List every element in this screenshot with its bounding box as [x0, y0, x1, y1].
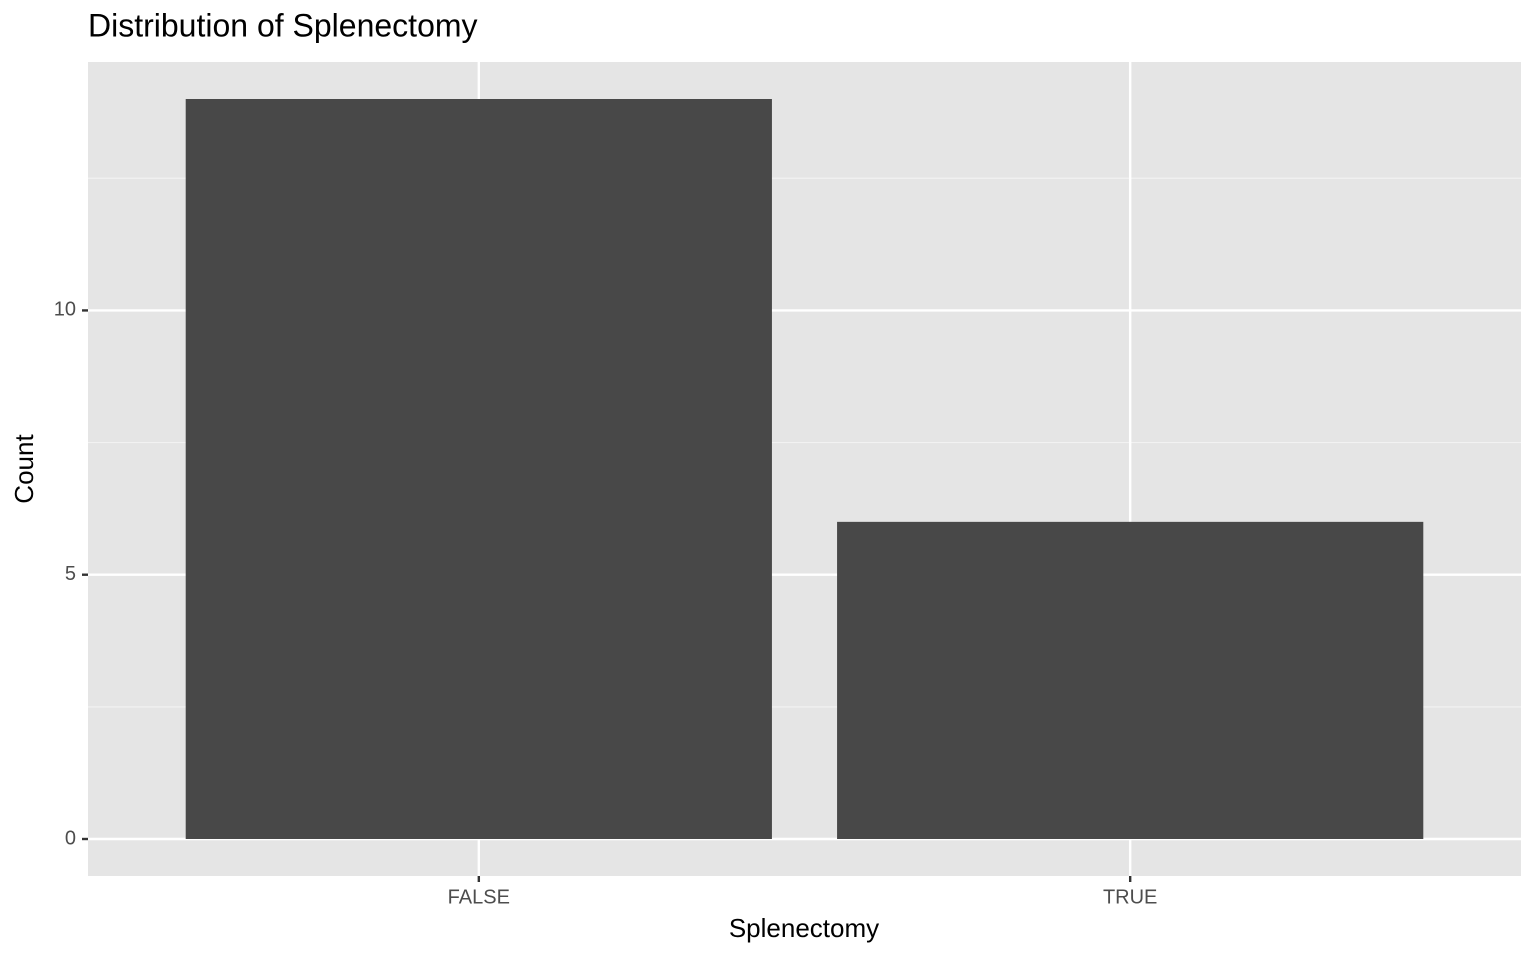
x-axis-title: Splenectomy — [729, 913, 879, 943]
x-tick-label: FALSE — [448, 886, 510, 908]
y-tick-label: 0 — [65, 827, 76, 849]
y-tick-label: 5 — [65, 563, 76, 585]
x-tick-label: TRUE — [1103, 886, 1157, 908]
bar — [837, 521, 1424, 839]
chart-title: Distribution of Splenectomy — [88, 7, 478, 43]
y-axis-title: Count — [9, 434, 39, 504]
bar — [185, 99, 772, 839]
y-tick-label: 10 — [54, 299, 76, 321]
